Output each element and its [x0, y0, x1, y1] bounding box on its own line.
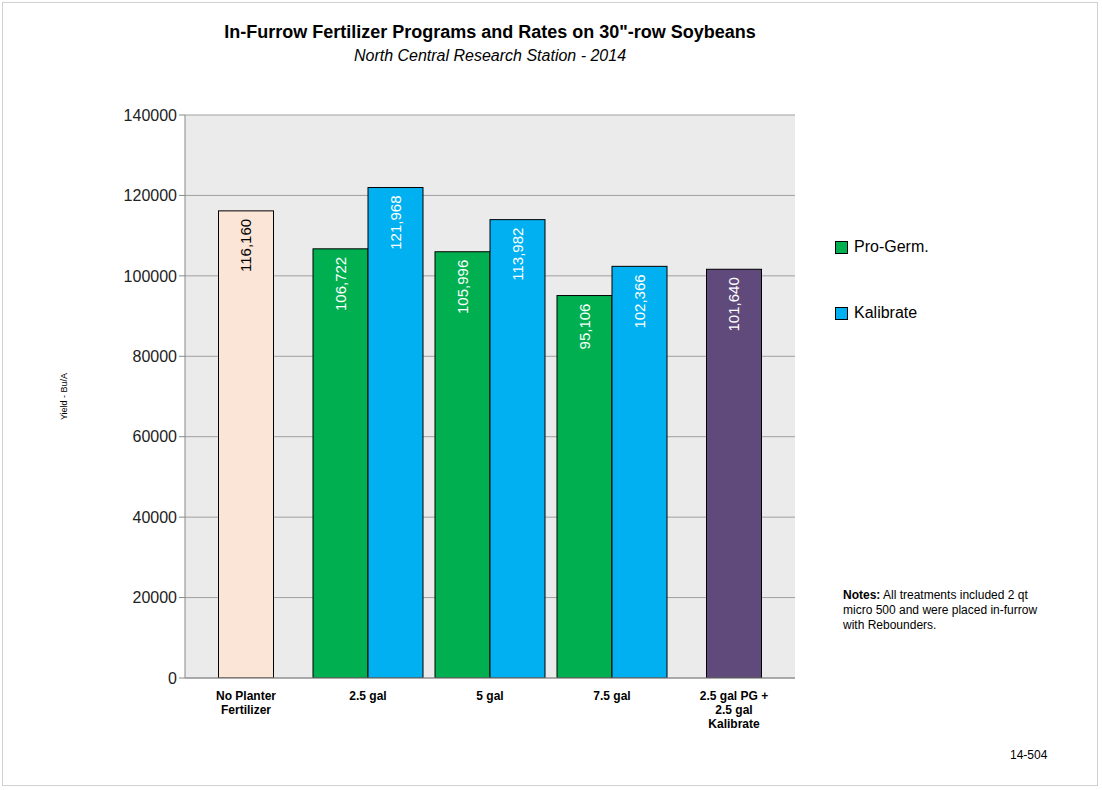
svg-text:No Planter: No Planter: [216, 689, 276, 703]
svg-text:100000: 100000: [124, 268, 177, 285]
svg-text:80000: 80000: [133, 348, 178, 365]
html-text:Pro-Germ.: Pro-Germ.: [854, 238, 929, 255]
svg-text:101,640: 101,640: [726, 277, 743, 331]
svg-text:0: 0: [168, 670, 177, 687]
svg-text:120000: 120000: [124, 187, 177, 204]
svg-text:106,722: 106,722: [332, 257, 349, 311]
svg-text:105,996: 105,996: [454, 260, 471, 314]
svg-text:140000: 140000: [124, 107, 177, 124]
svg-text:Kalibrate: Kalibrate: [708, 717, 760, 731]
svg-text:2.5 gal: 2.5 gal: [715, 703, 752, 717]
svg-text:7.5 gal: 7.5 gal: [593, 689, 630, 703]
svg-text:Fertilizer: Fertilizer: [221, 703, 271, 717]
svg-text:40000: 40000: [133, 509, 178, 526]
html-text:North Central Research Station: North Central Research Station - 2014: [353, 47, 627, 64]
svg-text:102,366: 102,366: [631, 274, 648, 328]
svg-text:95,106: 95,106: [576, 304, 593, 350]
svg-text:116,160: 116,160: [238, 219, 255, 272]
svg-text:60000: 60000: [133, 428, 178, 445]
svg-text:113,982: 113,982: [509, 228, 526, 281]
html-text:In-Furrow Fertilizer Programs: In-Furrow Fertilizer Programs and Rates …: [224, 22, 756, 42]
html-text:14-504: 14-504: [1010, 748, 1048, 762]
svg-text:2.5 gal: 2.5 gal: [349, 689, 386, 703]
svg-text:Yield - Bu/A: Yield - Bu/A: [59, 373, 69, 420]
svg-text:5 gal: 5 gal: [476, 689, 503, 703]
svg-text:20000: 20000: [133, 589, 178, 606]
html-text:Notes: All treatments included: Notes: All treatments included 2 qt micr…: [843, 588, 1038, 632]
svg-text:2.5 gal PG +: 2.5 gal PG +: [700, 689, 768, 703]
svg-text:121,968: 121,968: [387, 196, 404, 250]
html-text:Kalibrate: Kalibrate: [854, 304, 918, 321]
